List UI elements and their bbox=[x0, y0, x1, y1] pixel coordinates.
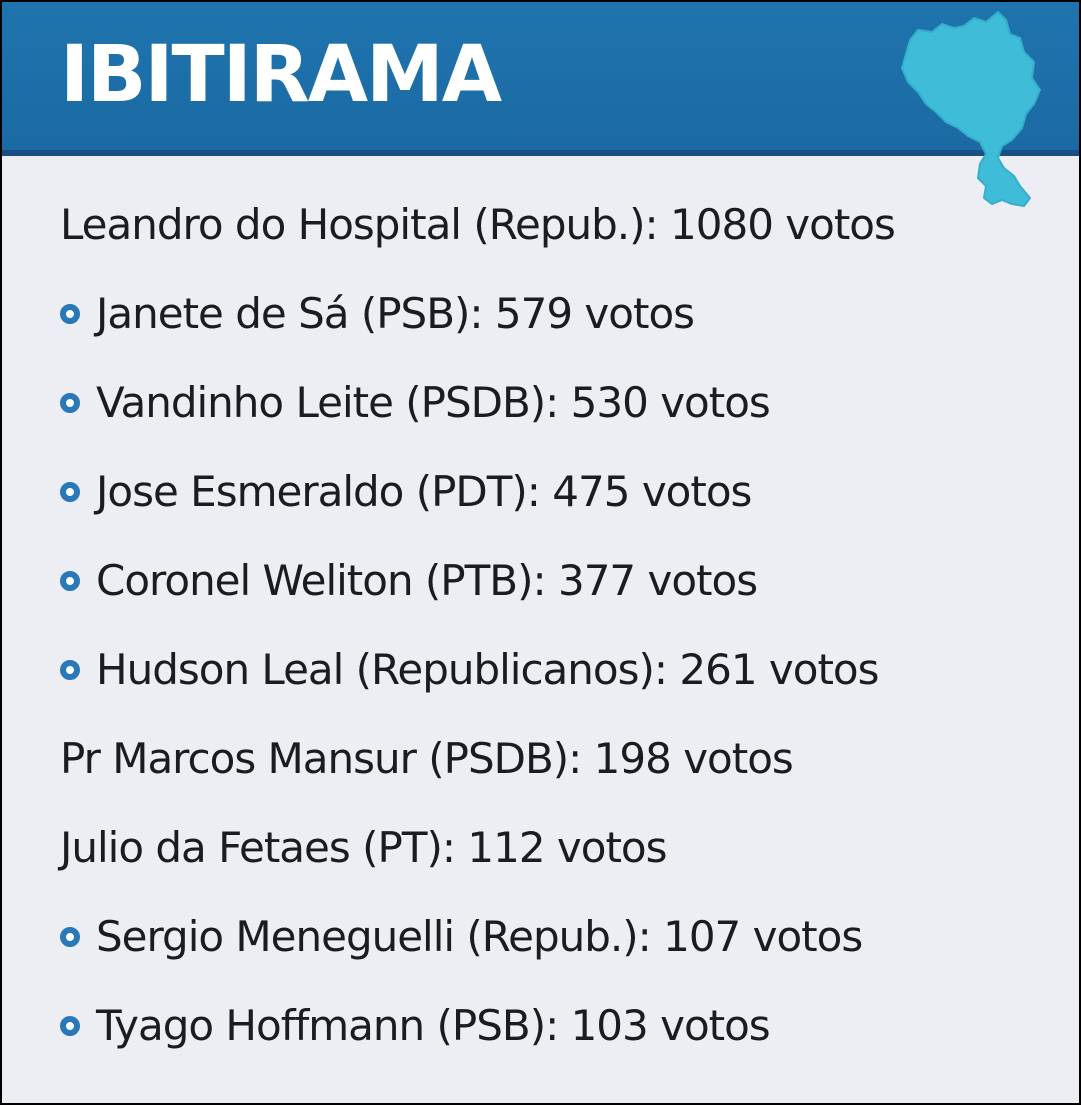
candidate-result: Pr Marcos Mansur (PSDB): 198 votos bbox=[60, 734, 794, 783]
bullet-icon bbox=[60, 392, 80, 413]
page-title: IBITIRAMA bbox=[60, 30, 502, 120]
bullet-icon bbox=[60, 570, 80, 591]
candidate-row: Sergio Meneguelli (Repub.): 107 votos bbox=[60, 892, 895, 981]
candidate-result: Jose Esmeraldo (PDT): 475 votos bbox=[96, 467, 752, 516]
bullet-icon bbox=[60, 659, 80, 680]
candidate-result: Coronel Weliton (PTB): 377 votos bbox=[96, 556, 758, 605]
candidate-row: Hudson Leal (Republicanos): 261 votos bbox=[60, 625, 895, 714]
candidate-row: Vandinho Leite (PSDB): 530 votos bbox=[60, 358, 895, 447]
bullet-icon bbox=[60, 1015, 80, 1036]
candidate-row: Pr Marcos Mansur (PSDB): 198 votos bbox=[60, 714, 895, 803]
candidate-result: Sergio Meneguelli (Repub.): 107 votos bbox=[96, 912, 863, 961]
bullet-icon bbox=[60, 926, 80, 947]
candidate-result: Julio da Fetaes (PT): 112 votos bbox=[60, 823, 667, 872]
candidate-result: Janete de Sá (PSB): 579 votos bbox=[96, 289, 695, 338]
candidate-row: Tyago Hoffmann (PSB): 103 votos bbox=[60, 981, 895, 1070]
bullet-icon bbox=[60, 481, 80, 502]
candidate-result: Leandro do Hospital (Repub.): 1080 votos bbox=[60, 200, 896, 249]
candidate-row: Leandro do Hospital (Repub.): 1080 votos bbox=[60, 180, 896, 269]
candidate-result: Tyago Hoffmann (PSB): 103 votos bbox=[96, 1001, 771, 1050]
municipality-map-icon bbox=[900, 10, 1042, 208]
bullet-icon bbox=[60, 303, 80, 324]
candidate-row: Julio da Fetaes (PT): 112 votos bbox=[60, 803, 895, 892]
candidate-list: Leandro do Hospital (Repub.): 1080 votos… bbox=[60, 180, 896, 1070]
candidate-row: Jose Esmeraldo (PDT): 475 votos bbox=[60, 447, 895, 536]
header-bar: IBITIRAMA bbox=[2, 2, 1079, 156]
candidate-result: Hudson Leal (Republicanos): 261 votos bbox=[96, 645, 879, 694]
candidate-result: Vandinho Leite (PSDB): 530 votos bbox=[96, 378, 771, 427]
candidate-row: Janete de Sá (PSB): 579 votos bbox=[60, 269, 895, 358]
candidate-row: Coronel Weliton (PTB): 377 votos bbox=[60, 536, 895, 625]
